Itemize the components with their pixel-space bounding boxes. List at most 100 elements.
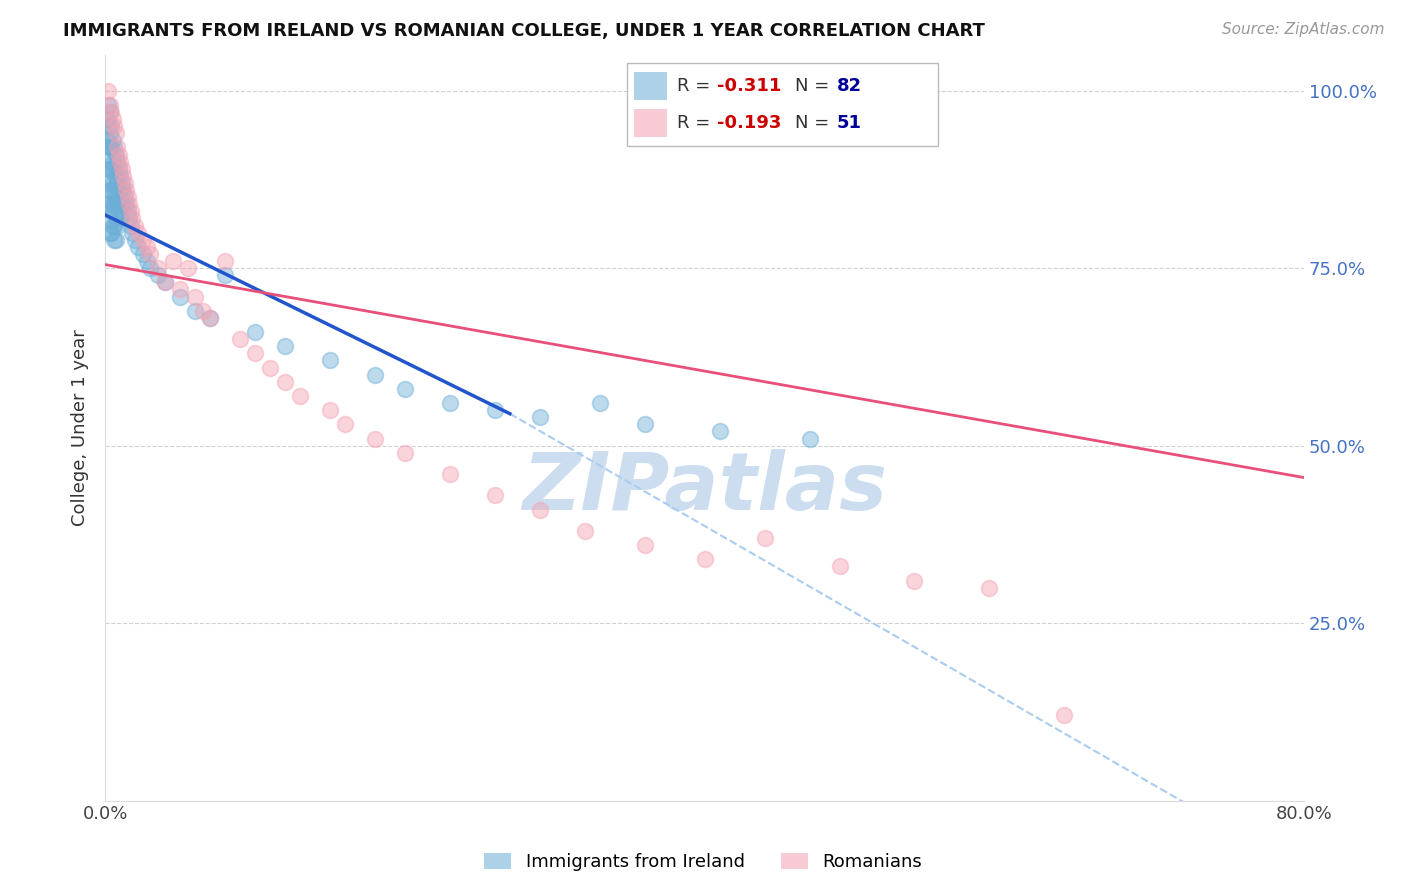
Point	[153, 276, 176, 290]
Point	[124, 219, 146, 233]
Point	[105, 140, 128, 154]
Point	[754, 531, 776, 545]
Point	[319, 353, 342, 368]
Point	[100, 226, 122, 240]
Point	[101, 133, 124, 147]
Text: -0.311: -0.311	[717, 77, 780, 95]
Point	[529, 502, 551, 516]
Point	[288, 389, 311, 403]
Point	[112, 204, 135, 219]
Point	[117, 190, 139, 204]
Point	[114, 176, 136, 190]
Point	[96, 112, 118, 126]
Point	[104, 126, 127, 140]
Point	[364, 432, 387, 446]
Point	[101, 176, 124, 190]
FancyBboxPatch shape	[634, 71, 668, 100]
Point	[903, 574, 925, 588]
Point	[184, 289, 207, 303]
Point	[101, 112, 124, 126]
Point	[176, 261, 198, 276]
Point	[100, 204, 122, 219]
Point	[97, 140, 120, 154]
Point	[274, 339, 297, 353]
Point	[97, 119, 120, 133]
Point	[107, 204, 129, 219]
Point	[108, 190, 131, 204]
Point	[259, 360, 281, 375]
Point	[97, 98, 120, 112]
Point	[394, 446, 416, 460]
Point	[191, 303, 214, 318]
Point	[107, 161, 129, 176]
Point	[574, 524, 596, 538]
Point	[120, 219, 142, 233]
Point	[97, 84, 120, 98]
Point	[96, 147, 118, 161]
Point	[1053, 708, 1076, 723]
Point	[184, 303, 207, 318]
Point	[103, 140, 125, 154]
Point	[484, 488, 506, 502]
Point	[243, 325, 266, 339]
Text: -0.193: -0.193	[717, 114, 780, 132]
Point	[103, 219, 125, 233]
Point	[136, 254, 159, 268]
Point	[136, 240, 159, 254]
Text: IMMIGRANTS FROM IRELAND VS ROMANIAN COLLEGE, UNDER 1 YEAR CORRELATION CHART: IMMIGRANTS FROM IRELAND VS ROMANIAN COLL…	[63, 22, 986, 40]
Point	[709, 425, 731, 439]
Point	[112, 183, 135, 197]
Point	[799, 432, 821, 446]
Point	[101, 197, 124, 211]
Point	[104, 169, 127, 183]
Point	[100, 140, 122, 154]
Point	[439, 467, 461, 481]
Point	[115, 183, 138, 197]
Point	[105, 197, 128, 211]
Point	[229, 332, 252, 346]
Point	[131, 233, 153, 247]
Point	[118, 197, 141, 211]
Point	[274, 375, 297, 389]
Legend: Immigrants from Ireland, Romanians: Immigrants from Ireland, Romanians	[477, 846, 929, 879]
Point	[100, 183, 122, 197]
Point	[105, 219, 128, 233]
Point	[101, 219, 124, 233]
Point	[439, 396, 461, 410]
Text: N =: N =	[794, 114, 835, 132]
Point	[105, 154, 128, 169]
Point	[634, 417, 657, 432]
Point	[114, 190, 136, 204]
Text: 51: 51	[837, 114, 862, 132]
Point	[112, 169, 135, 183]
Point	[364, 368, 387, 382]
Point	[98, 197, 121, 211]
Point	[97, 176, 120, 190]
Text: 82: 82	[837, 77, 862, 95]
Point	[146, 268, 169, 283]
Point	[127, 226, 149, 240]
Point	[98, 104, 121, 119]
FancyBboxPatch shape	[627, 62, 938, 146]
Point	[98, 161, 121, 176]
Point	[98, 140, 121, 154]
Point	[104, 211, 127, 226]
Point	[394, 382, 416, 396]
Point	[131, 247, 153, 261]
Text: ZIPatlas: ZIPatlas	[522, 449, 887, 526]
Point	[828, 559, 851, 574]
Point	[484, 403, 506, 417]
Text: Source: ZipAtlas.com: Source: ZipAtlas.com	[1222, 22, 1385, 37]
Point	[214, 254, 236, 268]
Point	[104, 147, 127, 161]
Point	[105, 176, 128, 190]
Point	[98, 211, 121, 226]
Point	[104, 233, 127, 247]
Point	[98, 226, 121, 240]
Point	[98, 183, 121, 197]
Point	[198, 310, 221, 325]
Point	[98, 98, 121, 112]
Point	[101, 154, 124, 169]
Point	[111, 176, 134, 190]
Point	[103, 119, 125, 133]
